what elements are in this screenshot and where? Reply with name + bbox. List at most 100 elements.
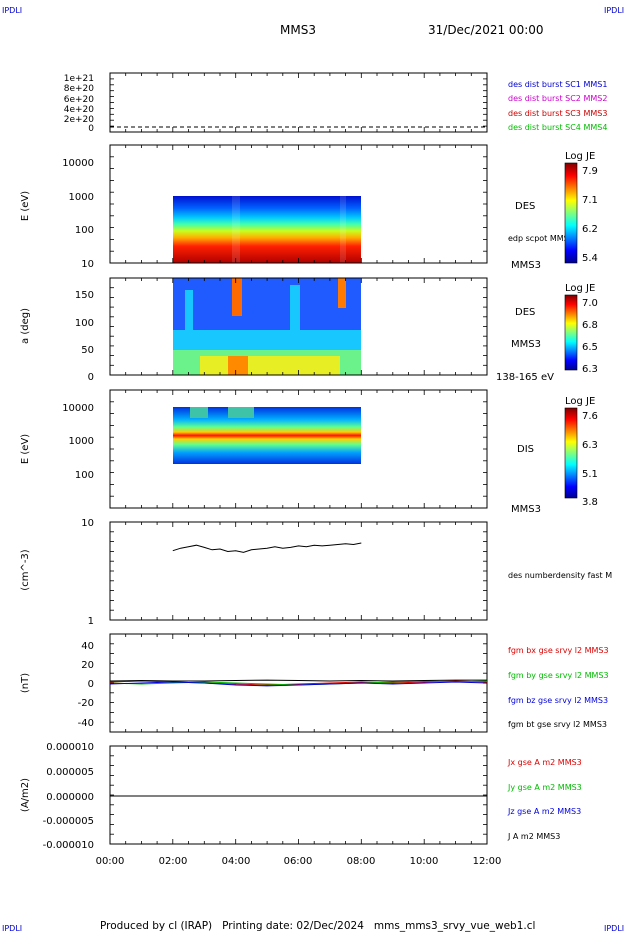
ytick-label: 40: [81, 641, 94, 652]
ylabel-current: (A/m2): [20, 778, 31, 812]
legend-burst-sc4: des dist burst SC4 MMS4: [508, 123, 607, 132]
colorbar-tick: 6.8: [582, 320, 598, 331]
ytick-label: 0: [88, 372, 94, 383]
footer-credit: Produced by cl (IRAP) Printing date: 02/…: [100, 920, 535, 932]
des-energy-heatmap: [173, 196, 361, 263]
dis-label: DIS: [517, 444, 534, 455]
colorbar-tick: 7.0: [582, 298, 598, 309]
ytick-label: 1: [88, 616, 94, 627]
colorbar-tick: 5.1: [582, 469, 598, 480]
legend-bz: fgm bz gse srvy l2 MMS3: [508, 696, 608, 705]
time-tick-label: 04:00: [222, 856, 251, 867]
header-spacecraft: MMS3: [280, 23, 316, 37]
legend-burst-sc3: des dist burst SC3 MMS3: [508, 109, 607, 118]
ytick-label: 100: [75, 470, 94, 481]
pitch-heatmap-hot: [228, 356, 248, 375]
ytick-label: 2e+20: [64, 115, 95, 125]
legend-jz: Jz gse A m2 MMS3: [507, 807, 581, 816]
legend-bx: fgm bx gse srvy l2 MMS3: [508, 646, 609, 655]
pitch-heatmap-streak: [185, 290, 193, 340]
time-tick-label: 06:00: [284, 856, 313, 867]
dis-energy-patch: [228, 407, 254, 418]
legend-by: fgm by gse srvy l2 MMS3: [508, 671, 609, 680]
ytick-label: 0.000005: [46, 767, 94, 778]
colorbar-tick: 5.4: [582, 253, 598, 264]
ytick-label: 0: [88, 124, 94, 134]
colorbar-title: Log JE: [565, 151, 595, 162]
ylabel-des-energy: E (eV): [20, 191, 31, 221]
ytick-label: -0.000005: [43, 816, 94, 827]
ytick-label: 10000: [62, 403, 94, 414]
pitch-heatmap-hot: [338, 278, 346, 308]
des-label: DES: [515, 201, 535, 212]
panel-des-pitch: a (deg) 150 100 50 0 DES MMS3 138-165 eV…: [20, 277, 598, 383]
sc-label: MMS3: [511, 339, 541, 350]
panel-current-frame: [109, 745, 488, 845]
ytick-label: 10: [81, 259, 94, 270]
ytick-label: 20: [81, 660, 94, 671]
colorbar-title: Log JE: [565, 283, 595, 294]
energy-range-label: 138-165 eV: [496, 372, 554, 383]
corner-mark-top-right: IPDLI: [604, 6, 624, 15]
panel-burst-frame: [109, 72, 488, 133]
colorbar-dis-energy: [564, 407, 578, 499]
bfield-line: [109, 679, 487, 682]
panel-burst: 1e+21 8e+20 6e+20 4e+20 2e+20 0 des dist…: [64, 72, 607, 134]
bfield-series: [109, 679, 488, 687]
colorbar-tick: 7.1: [582, 195, 598, 206]
bfield-line: [109, 681, 488, 687]
colorbar-tick: 6.2: [582, 224, 598, 235]
ytick-label: 150: [75, 290, 94, 301]
colorbar-tick: 6.3: [582, 440, 598, 451]
time-tick-label: 02:00: [159, 856, 188, 867]
legend-j: J A m2 MMS3: [507, 832, 560, 841]
panel-bfield: (nT) 40 20 0 -20 -40 fgm bx gse srvy l2 …: [20, 633, 609, 733]
ylabel-dis-energy: E (eV): [20, 434, 31, 464]
pitch-heatmap-band: [200, 356, 340, 375]
colorbar-tick: 3.8: [582, 497, 598, 508]
panel-des-energy: E (eV) 10000 1000 100 10 DES edp scpot M…: [20, 144, 598, 271]
ytick-label: -40: [78, 718, 94, 729]
ytick-label: 0.000010: [46, 742, 94, 753]
corner-mark-bottom-right: IPDLI: [604, 924, 624, 933]
panel-density-frame: [109, 521, 488, 621]
time-tick-label: 08:00: [347, 856, 376, 867]
scpot-label: edp scpot MMS3: [508, 234, 574, 243]
ytick-label: 50: [81, 345, 94, 356]
ytick-label: 100: [75, 225, 94, 236]
panel-current: (A/m2) 0.000010 0.000005 0.000000 -0.000…: [20, 742, 582, 851]
des-label: DES: [515, 307, 535, 318]
ytick-label: 10000: [62, 158, 94, 169]
time-axis: 00:00 02:00 04:00 06:00 08:00 10:00 12:0…: [96, 856, 502, 867]
legend-burst-sc2: des dist burst SC2 MMS2: [508, 94, 607, 103]
ytick-label: 10: [81, 518, 94, 529]
legend-burst-sc1: des dist burst SC1 MMS1: [508, 80, 607, 89]
time-tick-label: 12:00: [473, 856, 502, 867]
panel-dis-energy: E (eV) 10000 1000 100 DIS MMS3 Log JE 7.…: [20, 389, 598, 515]
pitch-heatmap-hot: [232, 278, 242, 316]
ytick-label: 1000: [69, 436, 94, 447]
panel-density: (cm^-3) 10 1 des numberdensity fast M: [20, 518, 612, 627]
pitch-heatmap-streak: [290, 285, 300, 345]
ytick-label: 1e+21: [64, 74, 94, 84]
colorbar-tick: 7.9: [582, 166, 598, 177]
corner-mark-top-left: IPDLI: [2, 6, 22, 15]
time-tick-label: 00:00: [96, 856, 125, 867]
ytick-label: 100: [75, 318, 94, 329]
legend-density: des numberdensity fast M: [508, 571, 612, 580]
ytick-label: 1000: [69, 192, 94, 203]
colorbar-title: Log JE: [565, 396, 595, 407]
time-tick-label: 10:00: [410, 856, 439, 867]
legend-jy: Jy gse A m2 MMS3: [507, 783, 582, 792]
corner-mark-bottom-left: IPDLI: [2, 924, 22, 933]
legend-jx: Jx gse A m2 MMS3: [507, 758, 582, 767]
dis-energy-patch: [190, 407, 208, 418]
sc-label: MMS3: [511, 504, 541, 515]
colorbar-tick: 7.6: [582, 411, 598, 422]
ytick-label: 4e+20: [64, 105, 95, 115]
ytick-label: -0.000010: [43, 840, 94, 851]
density-line: [172, 542, 362, 553]
ytick-label: 6e+20: [64, 95, 95, 105]
sc-label: MMS3: [511, 260, 541, 271]
